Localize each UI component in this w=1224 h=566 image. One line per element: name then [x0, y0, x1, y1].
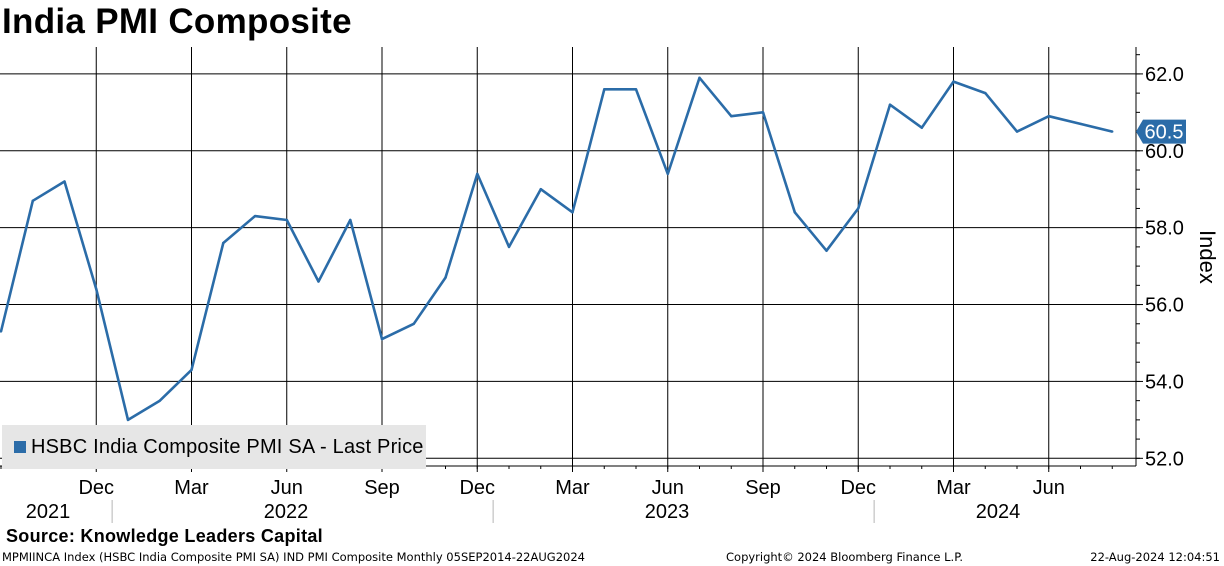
legend: HSBC India Composite PMI SA - Last Price: [2, 425, 426, 469]
data-point: [634, 88, 638, 91]
grid-lines: [0, 47, 1136, 466]
data-point: [920, 126, 923, 129]
series-group: [0, 76, 1114, 422]
data-point: [1079, 122, 1082, 126]
data-point: [158, 399, 161, 402]
data-point: [793, 211, 796, 214]
data-point: [444, 276, 447, 279]
data-point: [349, 218, 352, 222]
x-year-label: 2024: [976, 501, 1021, 523]
y-tick-label: 52.0: [1145, 448, 1184, 470]
data-point: [857, 207, 860, 210]
x-year-label: 2021: [26, 501, 71, 523]
series-line: [0, 76, 1113, 422]
data-point: [825, 249, 828, 252]
x-month-label: Sep: [745, 477, 781, 499]
data-point: [507, 245, 511, 249]
last-value-label: 60.5: [1145, 122, 1184, 144]
data-point: [571, 211, 574, 214]
data-point: [126, 418, 130, 422]
source-note: Source: Knowledge Leaders Capital: [6, 526, 323, 546]
data-point: [285, 218, 288, 222]
data-point: [190, 368, 193, 372]
footer-timestamp: 22-Aug-2024 12:04:51: [1090, 550, 1220, 564]
data-point: [1047, 114, 1050, 118]
x-year-label: 2023: [645, 501, 690, 523]
x-month-label: Sep: [364, 477, 400, 499]
axis-labels: 52.0 54.0 56.0 58.0 60.0 62.0 Dec Mar Jun Sep Dec M…: [26, 64, 1220, 523]
data-point: [761, 111, 765, 114]
data-point: [253, 214, 257, 218]
data-point: [222, 241, 225, 245]
x-month-label: Mar: [174, 477, 209, 499]
y-tick-label: 56.0: [1145, 295, 1184, 317]
data-point: [984, 91, 987, 95]
data-point: [666, 172, 669, 176]
data-point: [698, 76, 701, 79]
data-point: [0, 330, 3, 333]
x-month-label: Mar: [936, 477, 971, 499]
data-point: [380, 337, 384, 341]
x-year-label: 2022: [264, 501, 309, 523]
footer-index-info: MPMIINCA Index (HSBC India Composite PMI…: [2, 550, 585, 564]
y-tick-label: 62.0: [1145, 64, 1184, 86]
y-tick-label: 58.0: [1145, 218, 1184, 240]
data-point: [476, 172, 479, 176]
data-point: [539, 188, 542, 191]
footer-copyright: Copyright© 2024 Bloomberg Finance L.P.: [726, 550, 963, 564]
data-point: [888, 103, 892, 106]
x-month-label: Dec: [840, 477, 876, 499]
x-month-label: Dec: [459, 477, 495, 499]
y-tick-label: 60.0: [1145, 141, 1184, 163]
x-month-label: Mar: [555, 477, 590, 499]
x-month-label: Dec: [78, 477, 114, 499]
x-month-label: Jun: [1033, 477, 1065, 499]
data-point: [63, 180, 66, 183]
y-tick-label: 54.0: [1145, 371, 1184, 393]
y-axis-title: Index: [1195, 230, 1220, 284]
legend-swatch: [14, 441, 26, 453]
chart-title: India PMI Composite: [2, 2, 352, 41]
x-month-label: Jun: [652, 477, 684, 499]
data-point: [952, 80, 955, 83]
data-point: [95, 287, 98, 291]
legend-label: HSBC India Composite PMI SA - Last Price: [31, 435, 424, 458]
x-month-label: Jun: [271, 477, 303, 499]
data-point: [1111, 130, 1114, 133]
data-point: [1015, 130, 1019, 133]
last-value-badge: [1136, 119, 1186, 144]
data-point: [317, 280, 320, 283]
data-point: [412, 322, 415, 325]
data-point: [730, 114, 733, 118]
data-point: [603, 88, 606, 91]
data-point: [31, 199, 34, 202]
